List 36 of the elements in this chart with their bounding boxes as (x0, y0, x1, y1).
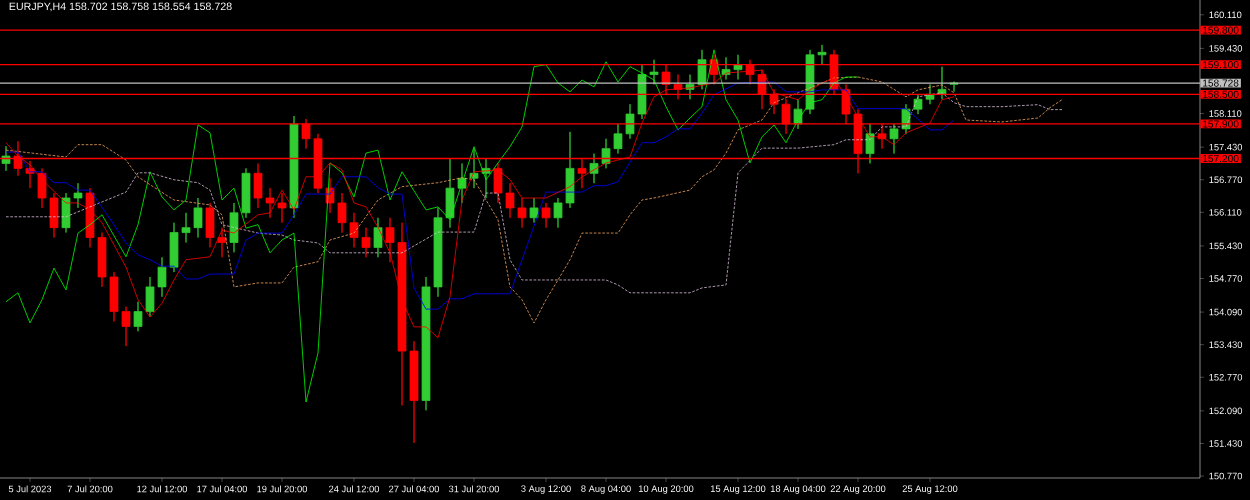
x-tick-label: 10 Aug 20:00 (638, 485, 694, 494)
ref-line-label: 159.100 (1203, 61, 1239, 69)
y-tick-label: 150.770 (1209, 472, 1243, 480)
ref-line-label: 157.200 (1203, 154, 1239, 163)
y-tick-label: 153.430 (1209, 341, 1243, 348)
y-tick-label: 154.770 (1209, 275, 1243, 282)
ref-line-label: 157.900 (1203, 120, 1239, 128)
x-tick-label: 7 Jul 20:00 (67, 485, 113, 493)
x-tick-label: 8 Aug 04:00 (581, 485, 631, 494)
y-tick-label: 156.110 (1209, 209, 1242, 216)
x-tick-label: 18 Aug 04:00 (770, 485, 826, 494)
x-tick-label: 24 Jul 12:00 (329, 485, 380, 493)
ref-line-label: 159.800 (1203, 26, 1239, 34)
y-tick-label: 152.770 (1209, 373, 1243, 381)
y-tick-label: 157.430 (1209, 143, 1243, 151)
x-tick-label: 12 Jul 12:00 (137, 485, 188, 493)
y-tick-label: 155.430 (1209, 242, 1243, 250)
x-tick-label: 22 Aug 20:00 (830, 485, 886, 494)
ref-line-label: 158.500 (1203, 90, 1239, 98)
x-tick-label: 15 Aug 12:00 (710, 485, 766, 494)
y-tick-label: 158.110 (1209, 110, 1242, 117)
y-tick-label: 159.430 (1209, 45, 1243, 52)
y-tick-label: 151.430 (1209, 440, 1243, 447)
x-tick-label: 31 Jul 20:00 (448, 485, 500, 493)
x-tick-label: 25 Aug 12:00 (902, 485, 958, 494)
y-tick-label: 160.110 (1209, 11, 1242, 19)
chart-title: EURJPY,H4 158.702 158.758 158.554 158.728 (9, 2, 232, 12)
y-tick-label: 154.090 (1209, 308, 1243, 316)
ref-line-label: 158.728 (1203, 79, 1239, 87)
x-tick-label: 3 Aug 12:00 (521, 485, 571, 494)
x-tick-label: 19 Jul 20:00 (257, 485, 308, 493)
x-tick-label: 27 Jul 04:00 (389, 485, 440, 493)
x-tick-label: 5 Jul 2023 (8, 485, 52, 493)
y-tick-label: 156.770 (1209, 176, 1243, 184)
y-tick-label: 152.090 (1209, 407, 1243, 415)
x-tick-label: 17 Jul 04:00 (197, 485, 248, 493)
